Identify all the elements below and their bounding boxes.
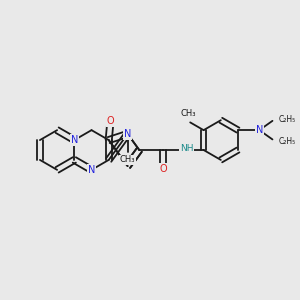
Text: C₂H₅: C₂H₅ (278, 115, 296, 124)
Text: N: N (70, 135, 78, 145)
Text: N: N (88, 165, 95, 175)
Text: NH: NH (180, 144, 193, 153)
Text: N: N (256, 125, 263, 135)
Text: N: N (124, 129, 131, 139)
Text: CH₃: CH₃ (181, 109, 196, 118)
Text: C₂H₅: C₂H₅ (278, 136, 296, 146)
Text: O: O (160, 164, 167, 174)
Text: O: O (106, 116, 114, 126)
Text: CH₃: CH₃ (120, 155, 135, 164)
